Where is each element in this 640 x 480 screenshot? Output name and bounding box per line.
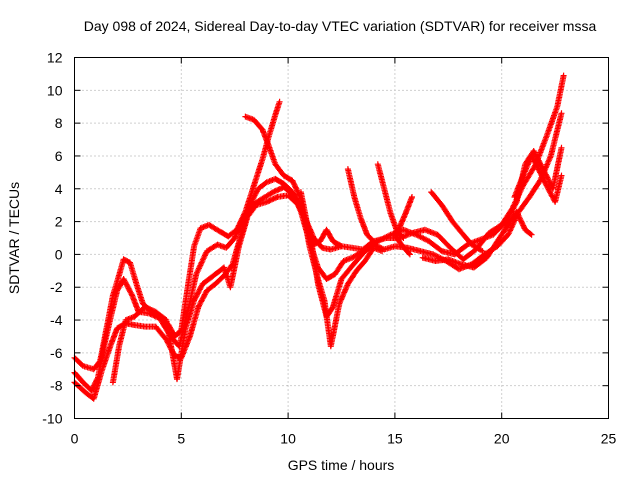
y-tick-label: 4 (55, 181, 63, 197)
y-tick-label: 10 (47, 82, 63, 98)
y-axis-label: SDTVAR / TECUs (6, 182, 22, 294)
data-points (109, 144, 565, 386)
series-track-10 (428, 189, 486, 255)
data-points (511, 153, 565, 205)
series-track-4 (109, 144, 565, 386)
grid-layer (74, 57, 609, 419)
y-tick-label: 6 (55, 148, 63, 164)
series-track-12 (511, 153, 565, 205)
x-tick-label: 15 (387, 431, 403, 447)
data-points (297, 189, 345, 250)
chart-title: Day 098 of 2024, Sidereal Day-to-day VTE… (84, 18, 597, 34)
y-tick-label: 8 (55, 115, 63, 131)
data-points (428, 189, 486, 255)
series-track-7 (344, 166, 377, 245)
x-tick-label: 5 (177, 431, 185, 447)
data-points (391, 194, 415, 258)
series-track-1 (71, 98, 283, 373)
x-tick-label: 20 (494, 431, 510, 447)
series-track-6 (297, 189, 345, 250)
y-tick-label: -2 (50, 279, 63, 295)
data-points (344, 166, 377, 245)
y-tick-label: 12 (47, 50, 63, 66)
x-tick-label: 10 (280, 431, 296, 447)
y-tick-label: -6 (50, 345, 63, 361)
y-tick-label: 2 (55, 214, 63, 230)
x-axis-label: GPS time / hours (288, 457, 395, 473)
y-tick-label: -4 (50, 312, 63, 328)
series-track-9 (391, 194, 415, 258)
plot-frame (74, 57, 609, 419)
y-tick-label: -8 (50, 378, 63, 394)
data-points (71, 98, 283, 373)
series-track-11 (419, 208, 535, 271)
x-tick-label: 25 (601, 431, 617, 447)
tick-layer: 0 5 10 15 20 25 -10 -8 -6 -4 -2 0 2 4 6 8 10 12 (42, 50, 616, 447)
data-points (419, 208, 535, 271)
y-tick-label: 0 (55, 246, 63, 262)
y-tick-label: -10 (42, 411, 62, 427)
x-tick-label: 0 (71, 431, 79, 447)
